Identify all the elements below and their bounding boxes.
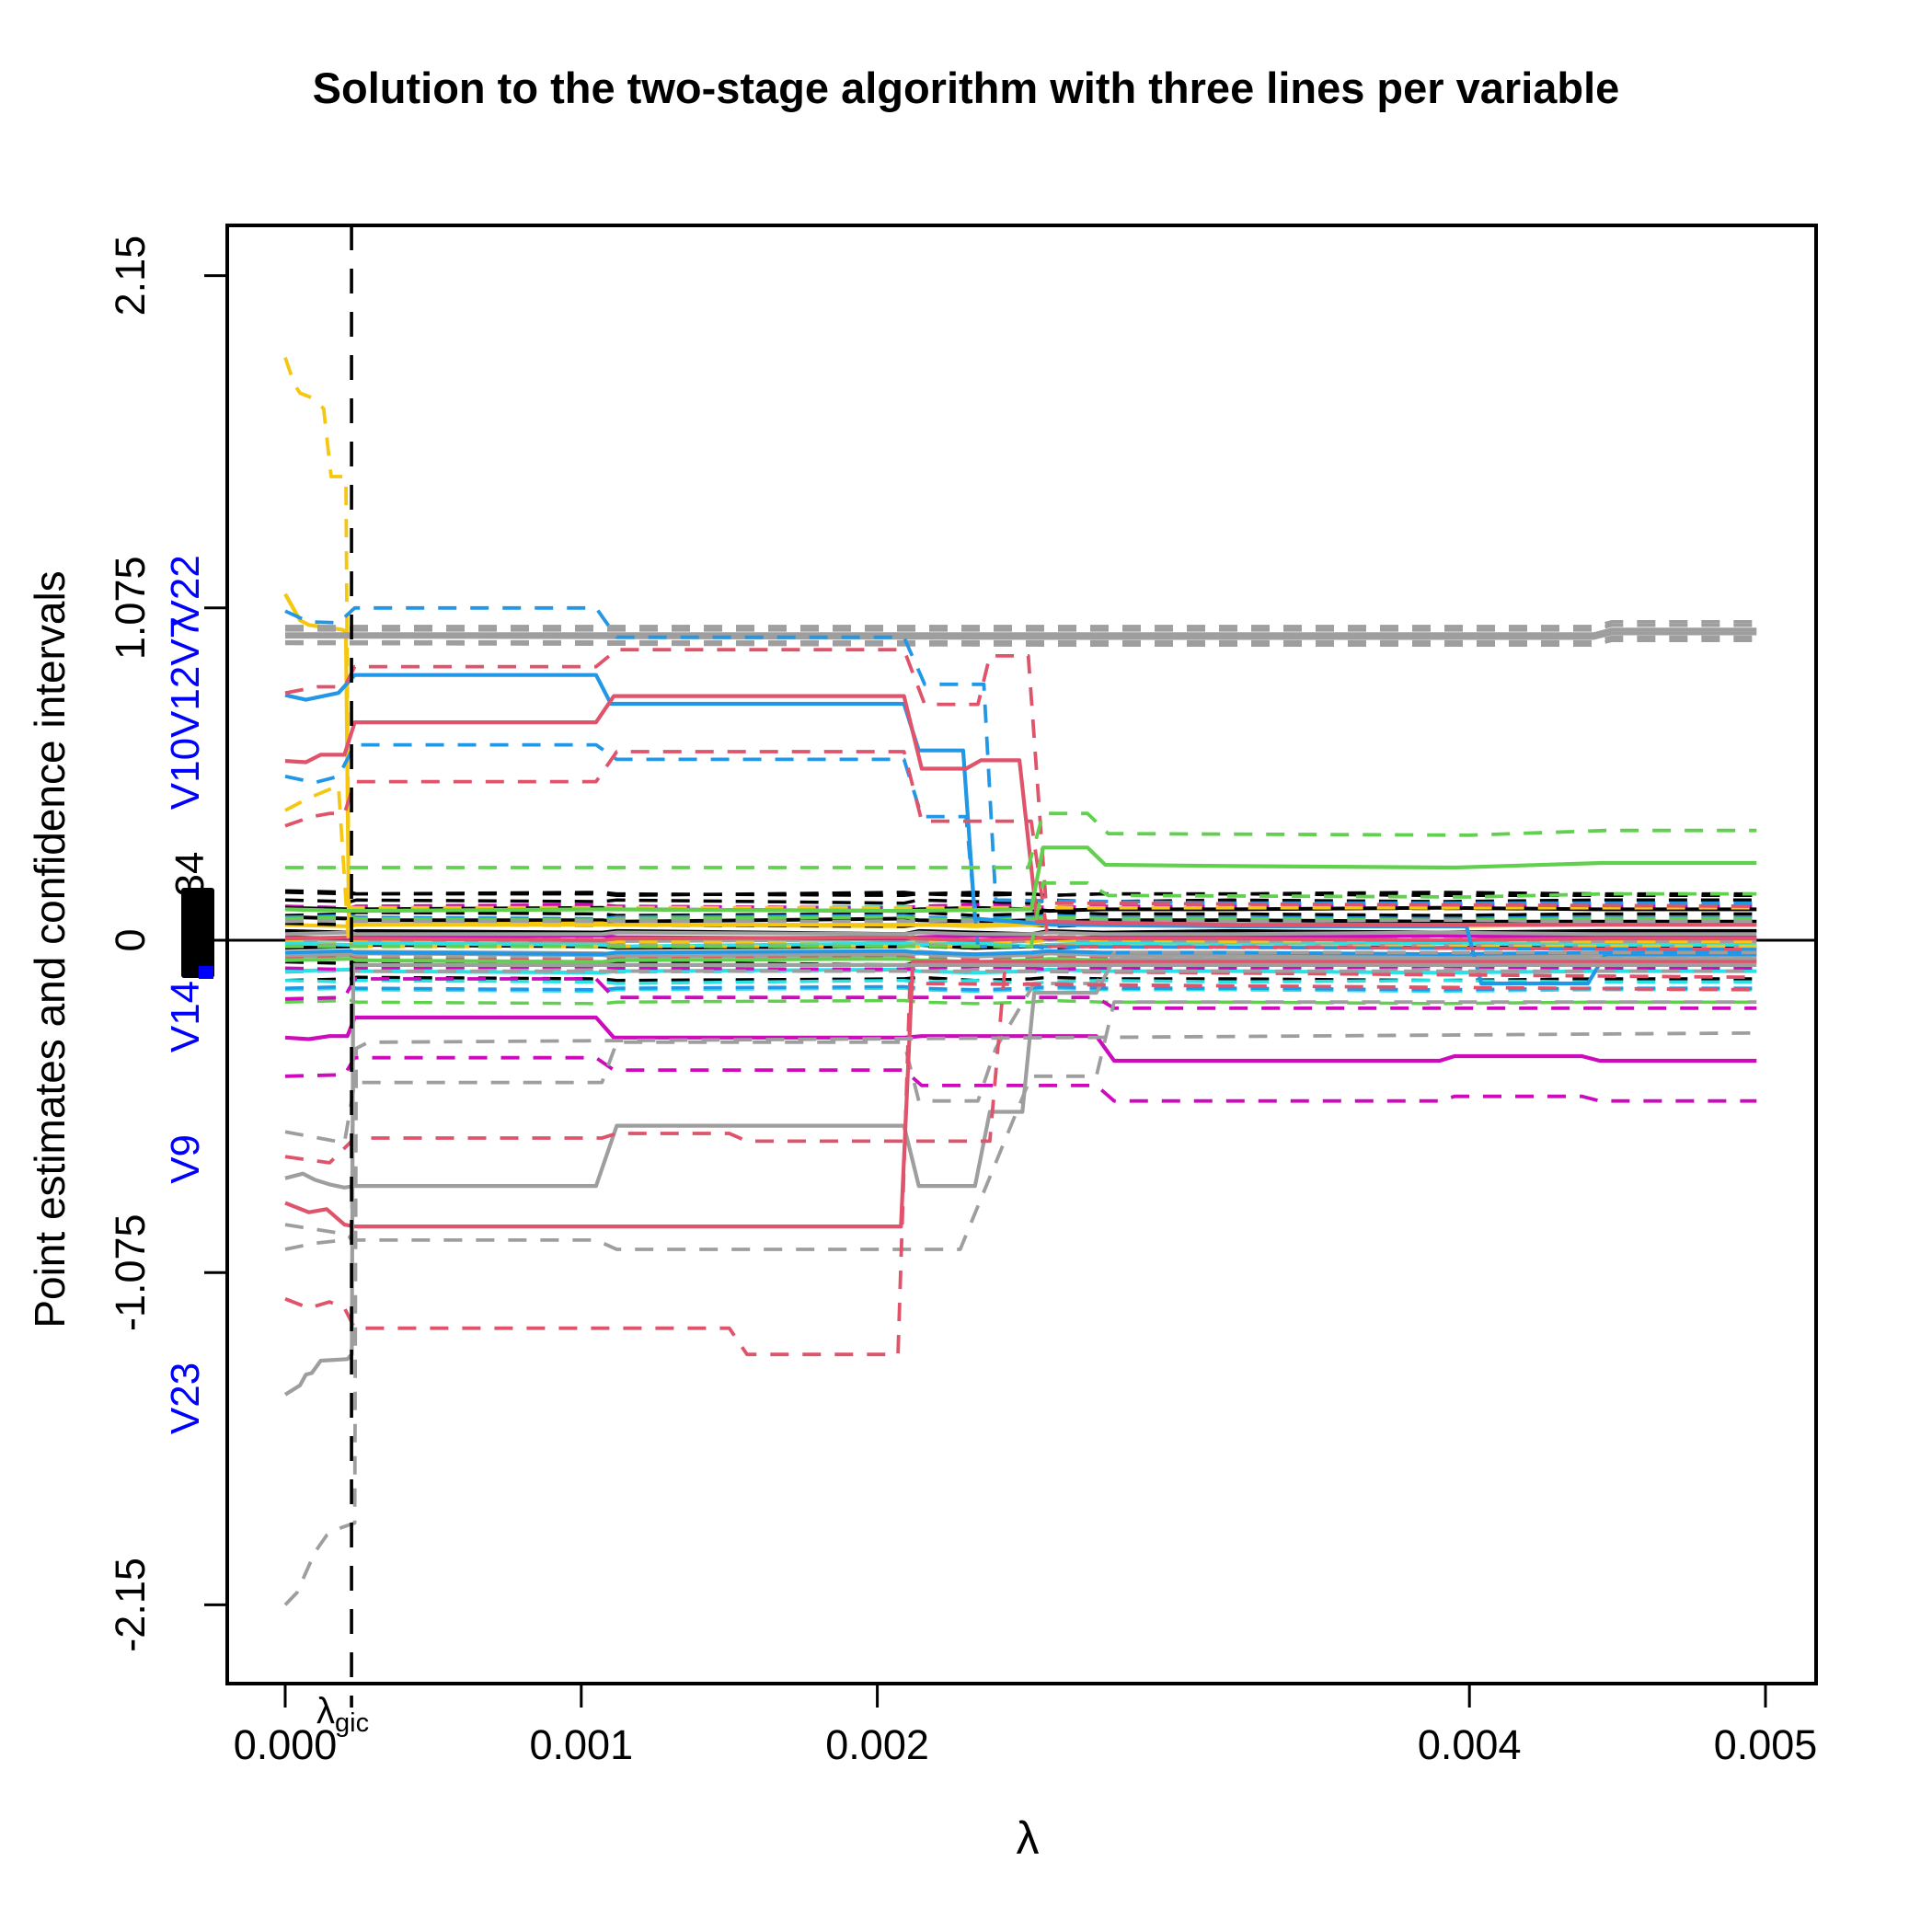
y-tick-label: -1.075 <box>107 1213 154 1331</box>
y-axis-label: Point estimates and confidence intervals <box>26 570 74 1328</box>
cluster-series-9-upper-ci <box>284 914 1757 921</box>
series-red-v10-lower-ci <box>284 750 1757 951</box>
series-green-pos-lower-ci <box>285 880 1757 949</box>
series-gold-v22-upper-ci <box>283 356 1757 910</box>
series-blue-v12-lower-ci <box>284 742 1757 951</box>
var-label-v14: V14 <box>163 981 208 1052</box>
x-tick-label: 0.000 <box>234 1721 338 1768</box>
x-tick-label: 0.004 <box>1418 1721 1522 1768</box>
series-gray-one-upper-ci <box>285 620 1757 628</box>
series-green-pos-upper-ci <box>285 811 1757 869</box>
series-gray-two-upper-ci <box>285 623 1757 632</box>
cluster-series-2-upper-ci <box>284 911 1757 917</box>
series-gray-v9-upper-ci <box>284 950 1757 1144</box>
x-tick-label: 0.005 <box>1714 1721 1818 1768</box>
cluster-series-10-estimate <box>284 935 1757 942</box>
series-gray-one-lower-ci <box>285 635 1757 644</box>
series-gold-v22-estimate <box>283 592 1757 927</box>
y-tick-label: -2.15 <box>107 1558 154 1652</box>
series-gray-v23-lower-ci <box>283 1030 1757 1606</box>
cluster-series-6-estimate <box>284 941 1757 949</box>
series-blue-v12-upper-ci <box>284 605 1757 905</box>
series-gray-v9-lower-ci <box>284 1000 1757 1251</box>
plot-border <box>225 224 1818 1685</box>
series-gray-two-estimate <box>284 631 1757 640</box>
overlapping-labels-mass <box>181 888 214 978</box>
y-tick-label: 0 <box>107 928 154 951</box>
series-gray-one-estimate <box>285 627 1757 637</box>
series-magenta-v14-lower-ci <box>284 1055 1757 1103</box>
x-axis-label: λ <box>1016 1812 1040 1864</box>
series-green-pos-estimate <box>284 845 1757 914</box>
lambda-gic-sub: gic <box>335 1708 370 1738</box>
series-red-v10-upper-ci <box>284 648 1757 908</box>
var-label-v10v12v7: V10V12V7 <box>163 616 208 810</box>
series-red-neg-estimate <box>284 960 1757 1229</box>
series-gray-v23-estimate <box>283 962 1757 1397</box>
cluster-series-1-upper-ci <box>284 898 1757 905</box>
series-red-neg-upper-ci <box>284 969 1757 1165</box>
y-tick-label: 2.15 <box>107 236 154 316</box>
x-tick-label: 0.002 <box>825 1721 929 1768</box>
cluster-series-7-lower-ci <box>284 986 1757 994</box>
series-gray-v9-estimate <box>284 957 1757 1190</box>
cluster-series-0-upper-ci <box>284 889 1757 898</box>
series-magenta-v14-upper-ci <box>284 977 1757 1010</box>
cluster-series-12-upper-ci <box>284 891 1757 898</box>
series-gray-two-lower-ci <box>284 638 1757 647</box>
y-tick-label: 1.075 <box>107 556 154 660</box>
x-tick-label: 0.001 <box>529 1721 633 1768</box>
cluster-series-8-lower-ci <box>284 964 1757 972</box>
cluster-series-9-lower-ci <box>284 984 1757 992</box>
series-red-neg-lower-ci <box>284 982 1757 1357</box>
lambda-gic-base: λ <box>316 1691 335 1731</box>
cluster-series-6-lower-ci <box>284 978 1757 985</box>
cluster-series-13-estimate <box>284 930 1757 937</box>
series-red-v10-estimate <box>284 694 1757 927</box>
chart-title: Solution to the two-stage algorithm with… <box>312 63 1620 112</box>
blue-label-fragment <box>199 966 213 979</box>
var-label-v23: V23 <box>163 1363 208 1434</box>
series-magenta-v14-estimate <box>284 1015 1757 1064</box>
var-label-v9: V9 <box>163 1134 208 1184</box>
cluster-series-11-lower-ci <box>284 998 1757 1006</box>
var-label-v22: V22 <box>163 555 208 627</box>
lambda-gic-annotation: λgic <box>316 1691 369 1739</box>
var-label-34: 34 <box>167 852 213 897</box>
